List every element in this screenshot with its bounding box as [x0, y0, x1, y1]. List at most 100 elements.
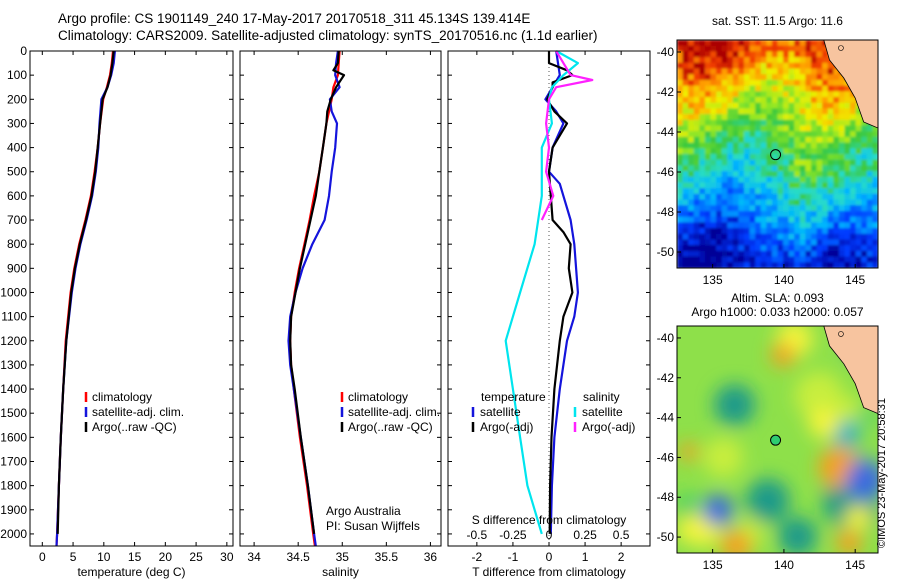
map-cell: [744, 108, 751, 115]
map-cell: [766, 199, 773, 206]
map-cell: [794, 216, 801, 223]
x-tick-label: 36: [424, 550, 438, 564]
x-tick-label: 35: [336, 550, 350, 564]
legend-label: temperature: [481, 390, 546, 404]
map-cell: [744, 205, 751, 212]
map-cell: [755, 131, 762, 138]
map-cell: [688, 233, 695, 241]
map-cell: [738, 102, 745, 109]
map-cell: [755, 165, 762, 172]
map-cell: [777, 142, 784, 149]
map-cell: [822, 228, 829, 235]
map-cell: [855, 193, 862, 201]
map-cell: [783, 97, 790, 104]
map-cell: [693, 91, 700, 98]
map-cell: [822, 131, 829, 138]
map-cell: [872, 228, 878, 235]
map-cell: [738, 205, 745, 212]
map-cell: [677, 62, 684, 70]
map-cell: [822, 62, 829, 70]
map-cell: [755, 222, 762, 229]
map-cell: [710, 216, 717, 223]
map-cell: [805, 171, 812, 178]
map-cell: [783, 40, 790, 47]
map-cell: [794, 245, 801, 252]
map-cell: [760, 216, 767, 223]
map-cell: [811, 216, 818, 223]
map-cell: [693, 205, 700, 212]
map-cell: [872, 165, 878, 172]
map-cell: [710, 125, 717, 132]
map-cell: [760, 176, 767, 184]
y-tick-label: -42: [657, 85, 675, 99]
map-cell: [693, 45, 700, 52]
map-cell: [850, 193, 857, 201]
map-cell: [861, 136, 868, 144]
map-cell: [816, 114, 823, 121]
x-tick-label: 20: [159, 550, 173, 564]
map-cell: [766, 262, 773, 268]
map-cell: [704, 205, 712, 212]
map-cell: [788, 154, 795, 161]
map-cell: [799, 108, 807, 115]
map-cell: [811, 57, 818, 64]
map-cell: [788, 79, 795, 87]
map-subtitle: Argo h1000: 0.033 h2000: 0.057: [691, 305, 863, 319]
map-cell: [827, 188, 834, 195]
map-cell: [677, 188, 684, 195]
map-cell: [732, 233, 740, 241]
map-cell: [816, 57, 823, 64]
map-cell: [799, 159, 807, 166]
map-cell: [738, 79, 745, 87]
map-cell: [727, 165, 734, 172]
map-cell: [704, 256, 712, 263]
map-cell: [783, 171, 790, 178]
map-cell: [805, 216, 812, 223]
map-cell: [677, 165, 684, 172]
map-cell: [749, 256, 756, 263]
map-cell: [732, 205, 740, 212]
map-cell: [749, 125, 756, 132]
map-cell: [866, 211, 874, 218]
map-cell: [738, 125, 745, 132]
map-cell: [721, 148, 728, 155]
map-cell: [822, 79, 829, 87]
map-cell: [850, 154, 857, 161]
map-blob: [679, 442, 699, 462]
map-cell: [861, 119, 868, 127]
map-cell: [738, 159, 745, 166]
map-cell: [794, 131, 801, 138]
map-cell: [816, 239, 823, 246]
map-cell: [716, 148, 723, 155]
map-cell: [693, 102, 700, 109]
map-cell: [788, 199, 795, 206]
map-cell: [827, 125, 834, 132]
map-cell: [866, 165, 874, 172]
map-cell: [704, 171, 712, 178]
map-cell: [693, 188, 700, 195]
map-cell: [760, 193, 767, 201]
x-tick-label: 5: [70, 550, 77, 564]
map-cell: [799, 68, 807, 75]
map-cell: [838, 182, 846, 189]
map-cell: [744, 245, 751, 252]
map-cell: [844, 256, 851, 263]
map-cell: [855, 222, 862, 229]
map-cell: [732, 193, 740, 201]
map-cell: [822, 108, 829, 115]
map-cell: [771, 188, 779, 195]
map-cell: [816, 171, 823, 178]
map-cell: [771, 171, 779, 178]
map-cell: [833, 250, 840, 258]
legend-label: salinity: [583, 390, 620, 404]
map-cell: [738, 97, 745, 104]
map-cell: [844, 199, 851, 206]
x-top-tick-label: 0: [546, 528, 553, 542]
map-cell: [716, 40, 723, 47]
map-cell: [704, 85, 712, 92]
map-cell: [771, 233, 779, 241]
legend-label: satellite: [582, 405, 623, 419]
map-cell: [682, 233, 689, 241]
map-blob: [845, 460, 878, 501]
map-cell: [755, 171, 762, 178]
